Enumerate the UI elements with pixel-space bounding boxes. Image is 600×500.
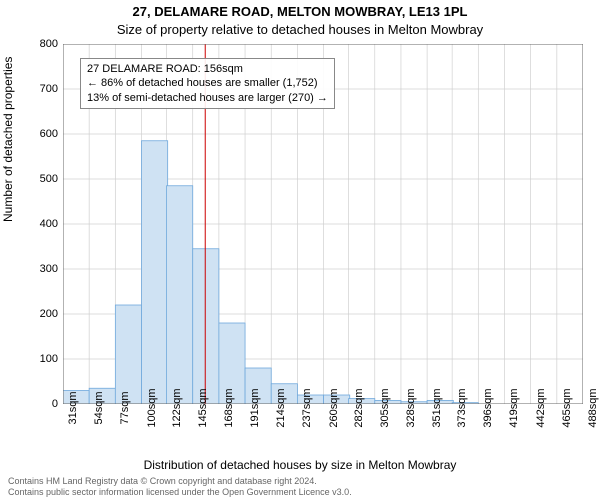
x-tick-label: 419sqm bbox=[508, 388, 520, 427]
y-tick-label: 0 bbox=[52, 398, 58, 410]
chart-container: 27, DELAMARE ROAD, MELTON MOWBRAY, LE13 … bbox=[0, 0, 600, 500]
x-tick-label: 442sqm bbox=[535, 388, 547, 427]
x-tick-label: 31sqm bbox=[67, 391, 79, 424]
x-tick-label: 100sqm bbox=[146, 388, 158, 427]
x-tick-label: 282sqm bbox=[353, 388, 365, 427]
x-tick-label: 145sqm bbox=[197, 388, 209, 427]
x-tick-label: 351sqm bbox=[431, 388, 443, 427]
footer-line2: Contains public sector information licen… bbox=[8, 487, 352, 498]
x-tick-label: 191sqm bbox=[249, 388, 261, 427]
footer-text: Contains HM Land Registry data © Crown c… bbox=[8, 476, 352, 498]
y-tick-label: 600 bbox=[40, 128, 58, 140]
chart-title-line2: Size of property relative to detached ho… bbox=[0, 22, 600, 37]
x-tick-label: 260sqm bbox=[328, 388, 340, 427]
x-tick-label: 237sqm bbox=[301, 388, 313, 427]
x-tick-label: 168sqm bbox=[223, 388, 235, 427]
x-tick-label: 77sqm bbox=[119, 391, 131, 424]
annotation-line3: 13% of semi-detached houses are larger (… bbox=[87, 91, 328, 105]
histogram-bar bbox=[167, 186, 193, 404]
y-tick-label: 300 bbox=[40, 263, 58, 275]
x-tick-label: 328sqm bbox=[405, 388, 417, 427]
x-tick-label: 305sqm bbox=[379, 388, 391, 427]
y-axis-label: Number of detached properties bbox=[1, 57, 15, 222]
annotation-box: 27 DELAMARE ROAD: 156sqm ← 86% of detach… bbox=[80, 58, 335, 109]
x-tick-label: 373sqm bbox=[456, 388, 468, 427]
annotation-line2: ← 86% of detached houses are smaller (1,… bbox=[87, 76, 328, 90]
y-tick-label: 800 bbox=[40, 38, 58, 50]
x-tick-label: 214sqm bbox=[275, 388, 287, 427]
y-tick-label: 200 bbox=[40, 308, 58, 320]
histogram-bar bbox=[142, 141, 168, 404]
x-axis-label: Distribution of detached houses by size … bbox=[0, 458, 600, 472]
y-tick-label: 500 bbox=[40, 173, 58, 185]
x-tick-label: 54sqm bbox=[93, 391, 105, 424]
x-tick-label: 465sqm bbox=[561, 388, 573, 427]
histogram-bar bbox=[115, 305, 141, 404]
footer-line1: Contains HM Land Registry data © Crown c… bbox=[8, 476, 352, 487]
annotation-line1: 27 DELAMARE ROAD: 156sqm bbox=[87, 62, 328, 76]
y-tick-label: 700 bbox=[40, 83, 58, 95]
x-tick-label: 122sqm bbox=[171, 388, 183, 427]
y-tick-label: 400 bbox=[40, 218, 58, 230]
x-tick-label: 488sqm bbox=[587, 388, 599, 427]
chart-title-line1: 27, DELAMARE ROAD, MELTON MOWBRAY, LE13 … bbox=[0, 4, 600, 19]
y-tick-label: 100 bbox=[40, 353, 58, 365]
x-tick-label: 396sqm bbox=[482, 388, 494, 427]
histogram-bar bbox=[193, 249, 219, 404]
